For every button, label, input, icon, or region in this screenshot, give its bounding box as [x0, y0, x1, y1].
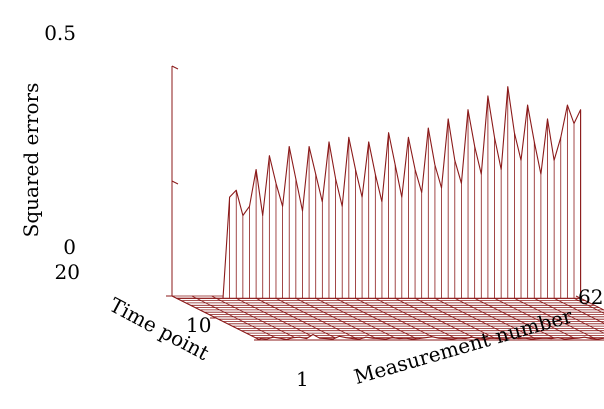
floor-grid-line: [291, 295, 380, 341]
floor-grid-line: [191, 295, 281, 341]
floor-grid-line: [370, 295, 459, 341]
floor-grid-line: [231, 295, 320, 341]
y-tick-label-10: 10: [186, 313, 211, 337]
floor-grid: [171, 295, 604, 341]
floor-grid-line: [569, 295, 604, 314]
floor-grid-line: [469, 295, 559, 341]
floor-grid-line: [410, 295, 499, 341]
floor-grid-line: [450, 295, 539, 341]
z-axis-tick: [171, 180, 179, 185]
z-axis-title: Squared errors: [19, 83, 43, 238]
floor-grid-line: [430, 295, 519, 341]
floor-grid-line: [529, 295, 604, 334]
floor-grid-line: [251, 295, 340, 341]
y-tick-label-1: 1: [296, 367, 309, 391]
ridge-series-1: [259, 333, 604, 341]
floor-grid-line: [211, 295, 300, 341]
floor-grid-line: [549, 295, 604, 324]
floor-grid-line: [509, 295, 598, 341]
x-tick-label-62: 62: [578, 285, 603, 309]
floor-grid-line: [350, 295, 439, 341]
floor-edge-right: [575, 295, 604, 311]
floor-grid-line: [310, 295, 400, 341]
z-axis-tick: [171, 65, 179, 70]
floor-grid-line: [330, 295, 420, 341]
y-tick-label-20: 20: [55, 260, 80, 284]
x-axis-title: Measurement number: [351, 303, 575, 388]
z-tick-label-max: 0.5: [44, 21, 76, 45]
floor-grid-line: [489, 295, 579, 341]
z-tick-label-min: 0: [63, 235, 76, 259]
ridge-series-19: [176, 86, 582, 299]
axes: [166, 65, 604, 341]
floor-grid-line: [390, 295, 479, 341]
floor-grid-line: [271, 295, 360, 341]
ridge-series: [176, 86, 604, 341]
